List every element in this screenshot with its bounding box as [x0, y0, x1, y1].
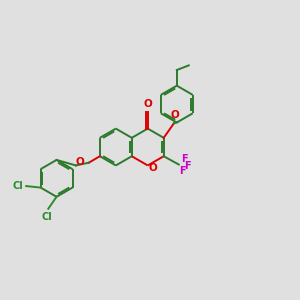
- Text: O: O: [171, 110, 179, 121]
- Text: Cl: Cl: [13, 181, 23, 191]
- Text: F: F: [184, 161, 191, 171]
- Text: F: F: [181, 154, 188, 164]
- Text: Cl: Cl: [41, 212, 52, 222]
- Text: F: F: [179, 166, 186, 176]
- Text: O: O: [143, 98, 152, 109]
- Text: O: O: [149, 163, 158, 173]
- Text: O: O: [76, 157, 85, 167]
